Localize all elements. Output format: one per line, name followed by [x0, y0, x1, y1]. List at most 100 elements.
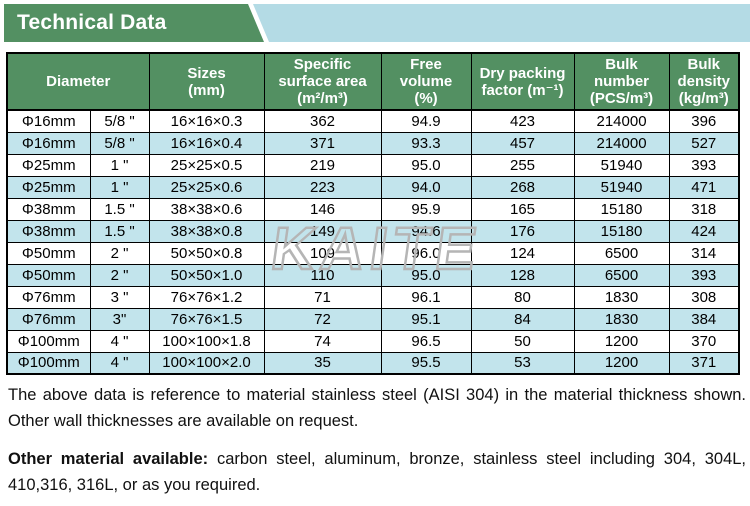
table-cell: 1.5 " — [89, 219, 150, 243]
table-cell: 457 — [470, 131, 575, 155]
table-cell: 5/8 " — [89, 131, 150, 155]
table-cell: 396 — [668, 109, 740, 133]
table-cell: 308 — [668, 285, 740, 309]
table-cell: 471 — [668, 175, 740, 199]
table-row: Φ38mm 1.5 " 38×38×0.8 149 94.6 176 15180 424 — [6, 219, 740, 243]
table-cell: 314 — [668, 241, 740, 265]
table-cell: 100×100×1.8 — [148, 329, 265, 353]
table-row: Φ16mm 5/8 " 16×16×0.4 371 93.3 457 214000 527 — [6, 131, 740, 155]
table-cell: Φ25mm — [6, 175, 91, 199]
table-row: Φ16mm 5/8 " 16×16×0.3 362 94.9 423 214000 396 — [6, 109, 740, 133]
table-cell: 219 — [263, 153, 382, 177]
table-row: Φ76mm 3 " 76×76×1.2 71 96.1 80 1830 308 — [6, 285, 740, 309]
table-cell: 424 — [668, 219, 740, 243]
table-cell: Φ50mm — [6, 263, 91, 287]
table-cell: 4 " — [89, 351, 150, 375]
col-header-specific-surface-area: Specific surface area (m²/m³) — [263, 52, 382, 111]
table-cell: 146 — [263, 197, 382, 221]
table-cell: 15180 — [573, 197, 670, 221]
table-cell: 371 — [263, 131, 382, 155]
table-cell: 1 " — [89, 153, 150, 177]
table-cell: 50 — [470, 329, 575, 353]
table-cell: 76×76×1.5 — [148, 307, 265, 331]
note-materials-text: carbon steel, aluminum, bronze, stainles… — [8, 450, 747, 494]
table-cell: 95.0 — [380, 263, 472, 287]
table-row: Φ100mm 4 " 100×100×1.8 74 96.5 50 1200 370 — [6, 329, 740, 353]
title-banner-green-shape: Technical Data — [4, 4, 264, 42]
table-cell: 96.1 — [380, 285, 472, 309]
table-cell: 95.1 — [380, 307, 472, 331]
table-row: Φ25mm 1 " 25×25×0.6 223 94.0 268 51940 471 — [6, 175, 740, 199]
table-cell: 1.5 " — [89, 197, 150, 221]
table-cell: 223 — [263, 175, 382, 199]
table-cell: 16×16×0.3 — [148, 109, 265, 133]
table-cell: Φ25mm — [6, 153, 91, 177]
table-cell: 318 — [668, 197, 740, 221]
table-cell: 35 — [263, 351, 382, 375]
table-cell: 93.3 — [380, 131, 472, 155]
table-row: Φ25mm 1 " 25×25×0.5 219 95.0 255 51940 393 — [6, 153, 740, 177]
table-cell: 96.5 — [380, 329, 472, 353]
title-banner: Technical Data — [0, 4, 750, 42]
table-cell: 38×38×0.8 — [148, 219, 265, 243]
note-reference: The above data is reference to material … — [8, 386, 746, 430]
table-cell: 128 — [470, 263, 575, 287]
table-cell: 95.0 — [380, 153, 472, 177]
table-cell: 6500 — [573, 241, 670, 265]
table-cell: 2 " — [89, 241, 150, 265]
table-cell: 25×25×0.5 — [148, 153, 265, 177]
table-cell: 110 — [263, 263, 382, 287]
table-cell: 176 — [470, 219, 575, 243]
table-cell: 423 — [470, 109, 575, 133]
table-cell: 16×16×0.4 — [148, 131, 265, 155]
table-cell: 96.0 — [380, 241, 472, 265]
table-cell: 1830 — [573, 285, 670, 309]
table-cell: 214000 — [573, 109, 670, 133]
table-cell: Φ76mm — [6, 285, 91, 309]
table-cell: 72 — [263, 307, 382, 331]
table-cell: 527 — [668, 131, 740, 155]
table-cell: Φ100mm — [6, 329, 91, 353]
table-cell: 393 — [668, 153, 740, 177]
table-cell: 51940 — [573, 175, 670, 199]
table-cell: 1 " — [89, 175, 150, 199]
table-cell: 74 — [263, 329, 382, 353]
table-cell: 214000 — [573, 131, 670, 155]
table-cell: 1200 — [573, 329, 670, 353]
table-cell: 384 — [668, 307, 740, 331]
table-cell: 165 — [470, 197, 575, 221]
table-cell: 84 — [470, 307, 575, 331]
table-cell: 94.6 — [380, 219, 472, 243]
table-cell: 38×38×0.6 — [148, 197, 265, 221]
title-banner-blue-shape — [253, 4, 750, 42]
table-cell: 94.0 — [380, 175, 472, 199]
table-cell: Φ76mm — [6, 307, 91, 331]
table-cell: 149 — [263, 219, 382, 243]
note-materials: Other material available: carbon steel, … — [8, 446, 746, 498]
col-header-diameter: Diameter — [6, 52, 150, 111]
table-cell: 50×50×1.0 — [148, 263, 265, 287]
table-cell: Φ16mm — [6, 109, 91, 133]
table-cell: 94.9 — [380, 109, 472, 133]
col-header-bulk-number: Bulk number (PCS/m³) — [573, 52, 670, 111]
table-cell: Φ38mm — [6, 197, 91, 221]
table-cell: 5/8 " — [89, 109, 150, 133]
table-cell: 51940 — [573, 153, 670, 177]
table-cell: 95.5 — [380, 351, 472, 375]
table-cell: 3" — [89, 307, 150, 331]
col-header-sizes: Sizes (mm) — [148, 52, 265, 111]
note-materials-label: Other material available: — [8, 450, 209, 468]
col-header-dry-packing-factor: Dry packing factor (m⁻¹) — [470, 52, 575, 111]
table-cell: 268 — [470, 175, 575, 199]
table-cell: 255 — [470, 153, 575, 177]
table-cell: 15180 — [573, 219, 670, 243]
table-row: Φ38mm 1.5 " 38×38×0.6 146 95.9 165 15180 318 — [6, 197, 740, 221]
table-row: Φ50mm 2 " 50×50×0.8 109 96.0 124 6500 314 — [6, 241, 740, 265]
table-cell: 362 — [263, 109, 382, 133]
table-cell: 100×100×2.0 — [148, 351, 265, 375]
table-row: Φ50mm 2 " 50×50×1.0 110 95.0 128 6500 393 — [6, 263, 740, 287]
table-cell: 371 — [668, 351, 740, 375]
table-cell: 1830 — [573, 307, 670, 331]
table-header: Diameter Sizes (mm) Specific surface are… — [6, 52, 740, 111]
table-cell: 6500 — [573, 263, 670, 287]
